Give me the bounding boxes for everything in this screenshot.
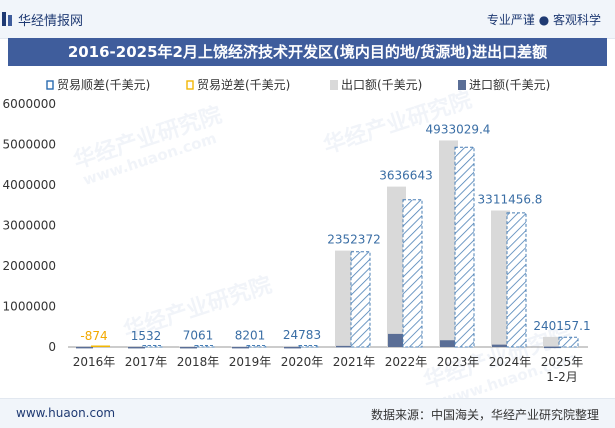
y-tick-label: 5000000 xyxy=(3,138,56,152)
data-label: -874 xyxy=(80,329,107,343)
data-label: 1532 xyxy=(131,329,162,343)
y-tick-label: 3000000 xyxy=(3,219,56,233)
chart-plot: 0 1000000 2000000 3000000 4000000 5000000 6000… xyxy=(0,94,615,394)
import-bar xyxy=(336,346,353,348)
legend-swatch-surplus xyxy=(46,80,54,90)
data-label: 7061 xyxy=(183,329,214,343)
import-bar xyxy=(284,347,301,349)
legend-item-surplus: 贸易顺差(千美元) xyxy=(46,76,150,93)
legend-swatch-deficit xyxy=(186,80,194,90)
y-tick-label: 2000000 xyxy=(3,259,56,273)
x-tick-label: 2019年 xyxy=(229,355,272,369)
surplus-bar xyxy=(455,147,474,347)
x-tick-label: 1-2月 xyxy=(546,370,578,384)
data-label: 8201 xyxy=(235,329,266,343)
legend-label-surplus: 贸易顺差(千美元) xyxy=(57,78,150,92)
bars: -874 1532 7061 8201 24783 2352372 3636643 49330… xyxy=(75,122,591,348)
surplus-bar xyxy=(351,252,370,347)
legend-label-export: 出口额(千美元) xyxy=(341,78,422,92)
footer: www.huaon.com 数据来源：中国海关，华经产业研究院整理 xyxy=(0,398,615,428)
x-tick-label: 2016年 xyxy=(73,355,116,369)
import-bar xyxy=(76,347,93,349)
x-tick-label: 2020年 xyxy=(281,355,324,369)
import-bar xyxy=(232,347,249,349)
data-label: 4933029.4 xyxy=(426,122,491,136)
import-bar xyxy=(440,340,457,347)
brand-tagline: 专业严谨 ● 客观科学 xyxy=(487,11,601,28)
x-tick-label: 2023年 xyxy=(437,355,480,369)
surplus-bar xyxy=(195,346,214,348)
x-tick-label: 2021年 xyxy=(333,355,376,369)
data-label: 240157.1 xyxy=(533,319,590,333)
import-bar xyxy=(544,347,561,349)
surplus-bar xyxy=(143,346,162,348)
x-axis: 2016年 2017年 2018年 2019年 2020年 2021年 2022年 2023年… xyxy=(73,355,584,384)
data-label: 3311456.8 xyxy=(478,193,543,207)
legend-swatch-import xyxy=(458,80,466,90)
top-bar: 华经情报网 专业严谨 ● 客观科学 xyxy=(0,0,615,39)
import-bar xyxy=(180,347,197,349)
x-tick-label: 2022年 xyxy=(385,355,428,369)
chart-legend: 贸易顺差(千美元) 贸易逆差(千美元) 出口额(千美元) 进口额(千美元) xyxy=(0,76,615,94)
y-tick-label: 1000000 xyxy=(3,300,56,314)
import-bar xyxy=(492,345,509,347)
brand-name: 华经情报网 xyxy=(18,10,83,29)
y-tick-label: 6000000 xyxy=(3,97,56,111)
surplus-bar xyxy=(403,200,422,347)
legend-item-deficit: 贸易逆差(千美元) xyxy=(186,76,290,93)
surplus-bar xyxy=(507,213,526,347)
legend-label-import: 进口额(千美元) xyxy=(469,78,550,92)
legend-item-import: 进口额(千美元) xyxy=(458,76,550,93)
brand-logo-icon xyxy=(2,12,14,26)
surplus-bar xyxy=(299,346,318,348)
data-label: 2352372 xyxy=(327,233,380,247)
import-bar xyxy=(388,334,405,347)
chart-title: 2016-2025年2月上饶经济技术开发区(境内目的地/货源地)进出口差额 xyxy=(8,38,607,66)
legend-swatch-export xyxy=(330,80,338,90)
footer-website[interactable]: www.huaon.com xyxy=(16,406,115,420)
footer-source: 数据来源：中国海关，华经产业研究院整理 xyxy=(371,406,599,423)
deficit-bar xyxy=(91,346,110,348)
data-label: 3636643 xyxy=(379,169,432,183)
data-label: 24783 xyxy=(283,328,321,342)
x-tick-label: 2025年 xyxy=(541,355,584,369)
y-tick-label: 0 xyxy=(48,340,56,354)
surplus-bar xyxy=(247,346,266,348)
surplus-bar xyxy=(559,337,578,347)
import-bar xyxy=(128,347,145,349)
y-tick-label: 4000000 xyxy=(3,178,56,192)
legend-item-export: 出口额(千美元) xyxy=(330,76,422,93)
x-tick-label: 2018年 xyxy=(177,355,220,369)
x-tick-label: 2024年 xyxy=(489,355,532,369)
legend-label-deficit: 贸易逆差(千美元) xyxy=(197,78,290,92)
x-tick-label: 2017年 xyxy=(125,355,168,369)
